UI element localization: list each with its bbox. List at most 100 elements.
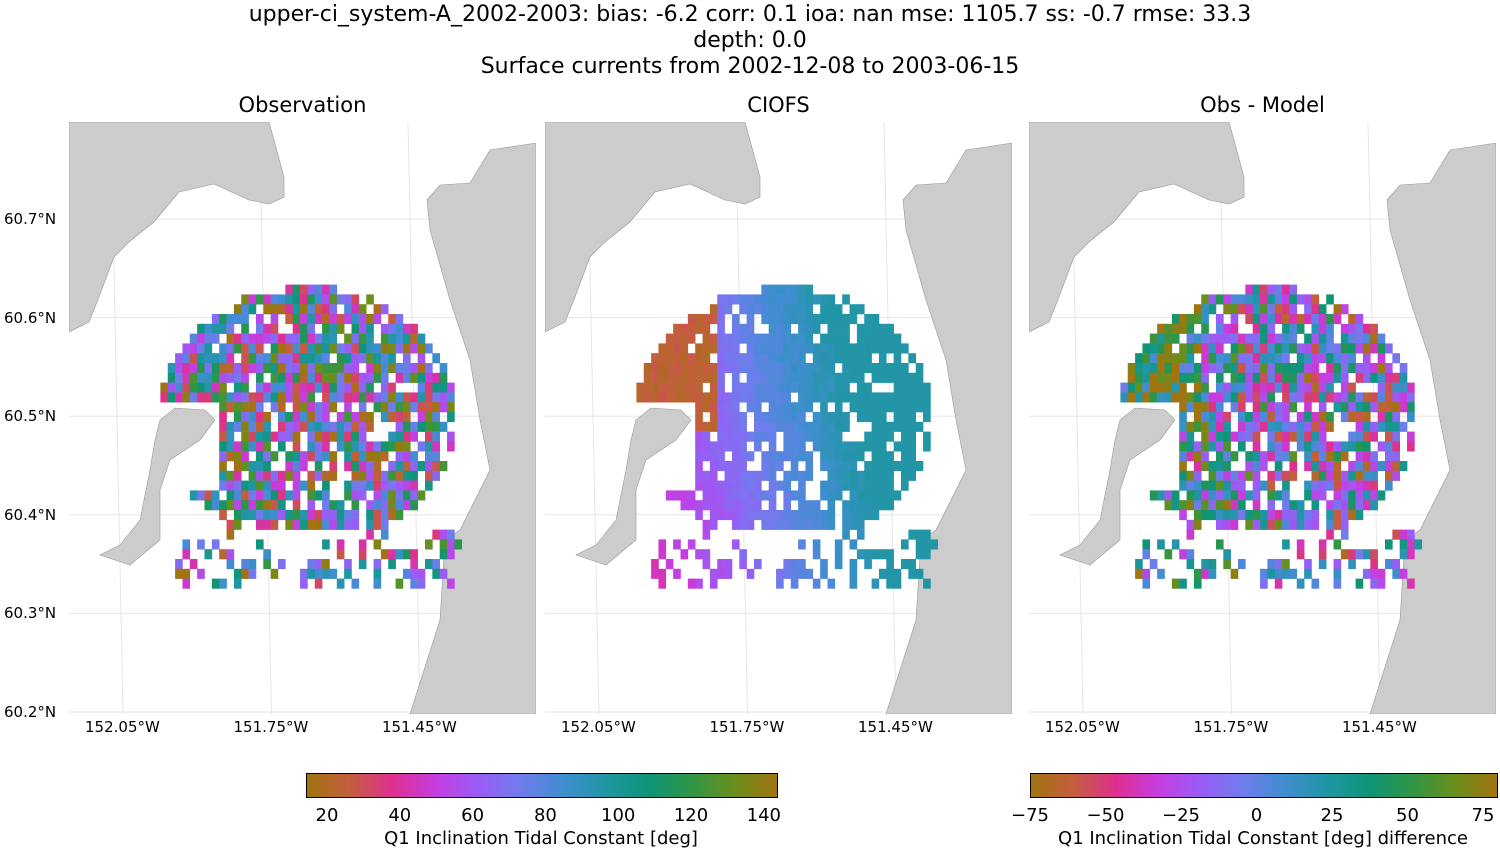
- data-cell: [1223, 451, 1231, 462]
- data-cell: [1142, 539, 1151, 550]
- data-cell: [1238, 412, 1246, 423]
- data-cell: [1355, 480, 1364, 491]
- data-cell: [1230, 382, 1239, 393]
- data-cell: [776, 343, 784, 354]
- data-cell: [402, 441, 411, 452]
- data-cell: [1215, 441, 1224, 452]
- data-cell: [856, 333, 865, 344]
- data-cell: [1392, 392, 1400, 403]
- data-cell: [226, 559, 235, 570]
- data-cell: [307, 304, 316, 315]
- data-cell: [798, 284, 806, 295]
- data-cell: [915, 392, 924, 403]
- data-cell: [219, 578, 227, 589]
- data-cell: [651, 392, 659, 403]
- data-cell: [292, 421, 301, 432]
- data-cell: [739, 323, 747, 334]
- data-cell: [314, 412, 323, 423]
- data-cell: [1370, 372, 1378, 383]
- data-cell: [1179, 441, 1187, 452]
- data-cell: [351, 480, 360, 491]
- data-cell: [746, 382, 755, 393]
- data-cell: [226, 353, 235, 364]
- data-cell: [1274, 578, 1283, 589]
- data-cell: [1193, 480, 1202, 491]
- data-cell: [673, 323, 681, 334]
- data-cell: [1311, 363, 1320, 374]
- data-cell: [402, 363, 411, 374]
- data-cell: [768, 284, 777, 295]
- data-cell: [336, 500, 345, 511]
- data-cell: [336, 363, 345, 374]
- data-cell: [761, 412, 769, 423]
- data-cell: [380, 353, 389, 364]
- data-cell: [673, 392, 681, 403]
- data-cell: [329, 402, 338, 413]
- data-cell: [1311, 500, 1320, 511]
- data-cell: [893, 421, 902, 432]
- data-cell: [432, 402, 440, 413]
- data-cell: [255, 363, 264, 374]
- data-cell: [901, 382, 909, 393]
- data-cell: [344, 333, 352, 344]
- data-cell: [768, 343, 777, 354]
- data-cell: [197, 333, 205, 344]
- data-cell: [1223, 559, 1231, 570]
- data-cell: [388, 314, 396, 325]
- data-cell: [790, 333, 799, 344]
- data-cell: [1362, 431, 1371, 442]
- data-cell: [285, 294, 293, 305]
- data-cell: [1348, 510, 1356, 521]
- data-cell: [358, 480, 367, 491]
- data-cell: [1238, 480, 1246, 491]
- data-cell: [1186, 372, 1195, 383]
- data-cell: [351, 510, 360, 521]
- data-cell: [805, 500, 814, 511]
- data-cell: [768, 323, 777, 334]
- data-cell: [182, 372, 191, 383]
- data-cell: [717, 412, 725, 423]
- data-cell: [344, 461, 352, 472]
- data-cell: [226, 372, 235, 383]
- data-cell: [1377, 402, 1386, 413]
- data-cell: [1267, 470, 1276, 481]
- data-cell: [1267, 519, 1276, 530]
- data-cell: [1407, 578, 1415, 589]
- data-cell: [790, 372, 799, 383]
- data-cell: [329, 294, 338, 305]
- data-cell: [878, 343, 887, 354]
- data-cell: [1385, 363, 1393, 374]
- data-cell: [1355, 500, 1364, 511]
- data-cell: [358, 539, 367, 550]
- data-cell: [768, 441, 777, 452]
- data-cell: [425, 382, 433, 393]
- data-cell: [248, 412, 257, 423]
- data-cell: [380, 451, 389, 462]
- data-cell: [322, 500, 330, 511]
- data-cell: [1274, 372, 1283, 383]
- data-cell: [783, 421, 792, 432]
- data-cell: [702, 323, 711, 334]
- data-cell: [1215, 333, 1224, 344]
- data-cell: [901, 451, 909, 462]
- data-cell: [754, 363, 762, 374]
- data-cell: [1311, 461, 1320, 472]
- data-cell: [834, 333, 843, 344]
- data-cell: [366, 451, 374, 462]
- data-cell: [1223, 461, 1231, 472]
- data-cell: [439, 382, 448, 393]
- data-cell: [783, 382, 792, 393]
- data-cell: [1311, 578, 1320, 589]
- data-cell: [1186, 470, 1195, 481]
- data-cell: [1326, 314, 1334, 325]
- data-cell: [447, 578, 455, 589]
- data-cell: [717, 461, 725, 472]
- data-cell: [300, 421, 308, 432]
- data-cell: [695, 441, 703, 452]
- data-cell: [842, 333, 850, 344]
- data-cell: [322, 363, 330, 374]
- lon-tick: 151.45°W: [858, 718, 933, 736]
- data-cell: [182, 578, 191, 589]
- data-cell: [1260, 412, 1268, 423]
- data-cell: [417, 490, 426, 501]
